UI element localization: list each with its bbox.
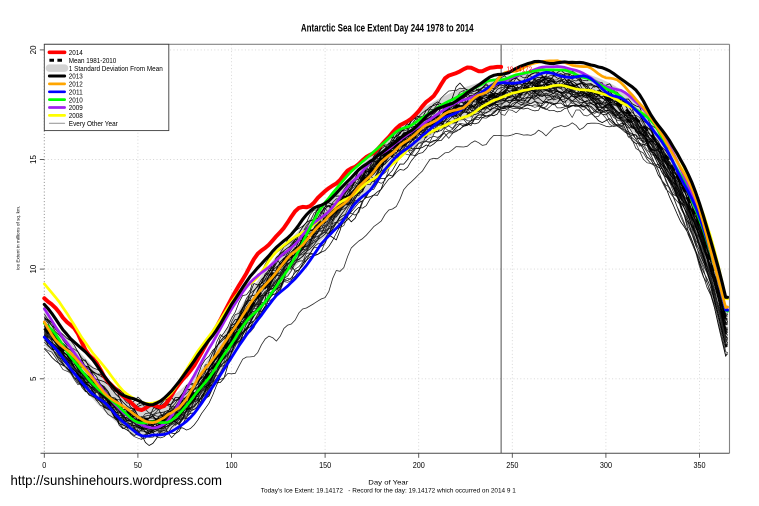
- svg-text:50: 50: [134, 461, 142, 470]
- svg-text:100: 100: [226, 461, 239, 470]
- svg-text:2014: 2014: [69, 48, 83, 57]
- svg-text:2012: 2012: [69, 80, 83, 89]
- svg-text:5: 5: [29, 376, 38, 381]
- svg-text:2011: 2011: [69, 88, 83, 97]
- svg-text:350: 350: [694, 461, 707, 470]
- svg-text:2013: 2013: [69, 72, 83, 81]
- svg-text:Mean 1981-2010: Mean 1981-2010: [69, 56, 117, 65]
- svg-text:200: 200: [413, 461, 426, 470]
- svg-text:150: 150: [319, 461, 332, 470]
- svg-text:http://sunshinehours.wordpress: http://sunshinehours.wordpress.com: [11, 472, 223, 488]
- svg-text:2009: 2009: [69, 103, 83, 112]
- svg-text:300: 300: [600, 461, 613, 470]
- svg-text:Day of Year: Day of Year: [368, 479, 409, 486]
- svg-text:1 Standard Deviation From Mean: 1 Standard Deviation From Mean: [69, 64, 163, 73]
- svg-text:2008: 2008: [69, 111, 83, 120]
- svg-text:15: 15: [29, 155, 38, 164]
- svg-text:20: 20: [29, 45, 38, 54]
- svg-text:Ice Extent in millions of sq.: Ice Extent in millions of sq. km.: [15, 206, 20, 270]
- svg-text:10: 10: [29, 264, 38, 273]
- svg-text:Every Other Year: Every Other Year: [69, 119, 118, 128]
- svg-text:19.14172: 19.14172: [507, 67, 533, 74]
- svg-text:Antarctic Sea Ice Extent Day 2: Antarctic Sea Ice Extent Day 244 1978 to…: [301, 23, 474, 35]
- svg-text:250: 250: [506, 461, 519, 470]
- svg-text:Today's Ice Extent: 19.14172: Today's Ice Extent: 19.14172 - Record fo…: [261, 488, 517, 495]
- svg-text:2010: 2010: [69, 95, 83, 104]
- svg-text:0: 0: [42, 461, 46, 470]
